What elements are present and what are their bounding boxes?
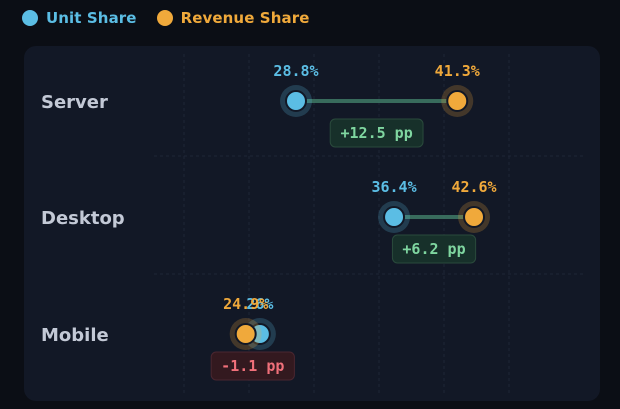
revenue-dot-desktop[interactable] bbox=[463, 206, 486, 228]
unit-value-label-mobile: 26% bbox=[246, 295, 273, 313]
unit-share-swatch bbox=[22, 10, 38, 26]
category-label-desktop: Desktop bbox=[41, 208, 125, 229]
delta-label-desktop: +6.2 pp bbox=[402, 240, 465, 258]
legend-item-unit-share[interactable]: Unit Share bbox=[22, 9, 137, 27]
revenue-value-label-mobile: 24.9% bbox=[223, 295, 268, 313]
legend-label-unit-share: Unit Share bbox=[46, 9, 137, 27]
revenue-value-label-desktop: 42.6% bbox=[451, 178, 496, 196]
revenue-value-label-server: 41.3% bbox=[435, 62, 480, 80]
unit-dot-desktop[interactable] bbox=[383, 206, 406, 228]
category-label-mobile: Mobile bbox=[41, 325, 109, 346]
dumbbell-chart: Server 28.8% 41.3% +12.5 pp Desktop 36.4% 42.6… bbox=[41, 54, 584, 393]
revenue-share-swatch bbox=[156, 10, 173, 26]
delta-label-mobile: -1.1 pp bbox=[221, 357, 284, 375]
unit-value-label-server: 28.8% bbox=[273, 62, 318, 80]
revenue-dot-server[interactable] bbox=[446, 90, 469, 112]
legend: Unit Share Revenue Share bbox=[22, 6, 309, 30]
legend-label-revenue-share: Revenue Share bbox=[180, 9, 310, 27]
revenue-dot-mobile[interactable] bbox=[234, 323, 257, 345]
category-label-server: Server bbox=[41, 92, 108, 113]
delta-badge-server bbox=[329, 118, 424, 148]
legend-item-revenue-share[interactable]: Revenue Share bbox=[156, 9, 310, 27]
delta-label-server: +12.5 pp bbox=[341, 124, 413, 142]
chart-panel: Server 28.8% 41.3% +12.5 pp Desktop 36.4% 42.6… bbox=[24, 46, 600, 401]
delta-badge-desktop bbox=[391, 234, 477, 264]
delta-badge-mobile bbox=[210, 351, 295, 381]
unit-value-label-desktop: 36.4% bbox=[371, 178, 416, 196]
unit-dot-server[interactable] bbox=[285, 90, 307, 112]
